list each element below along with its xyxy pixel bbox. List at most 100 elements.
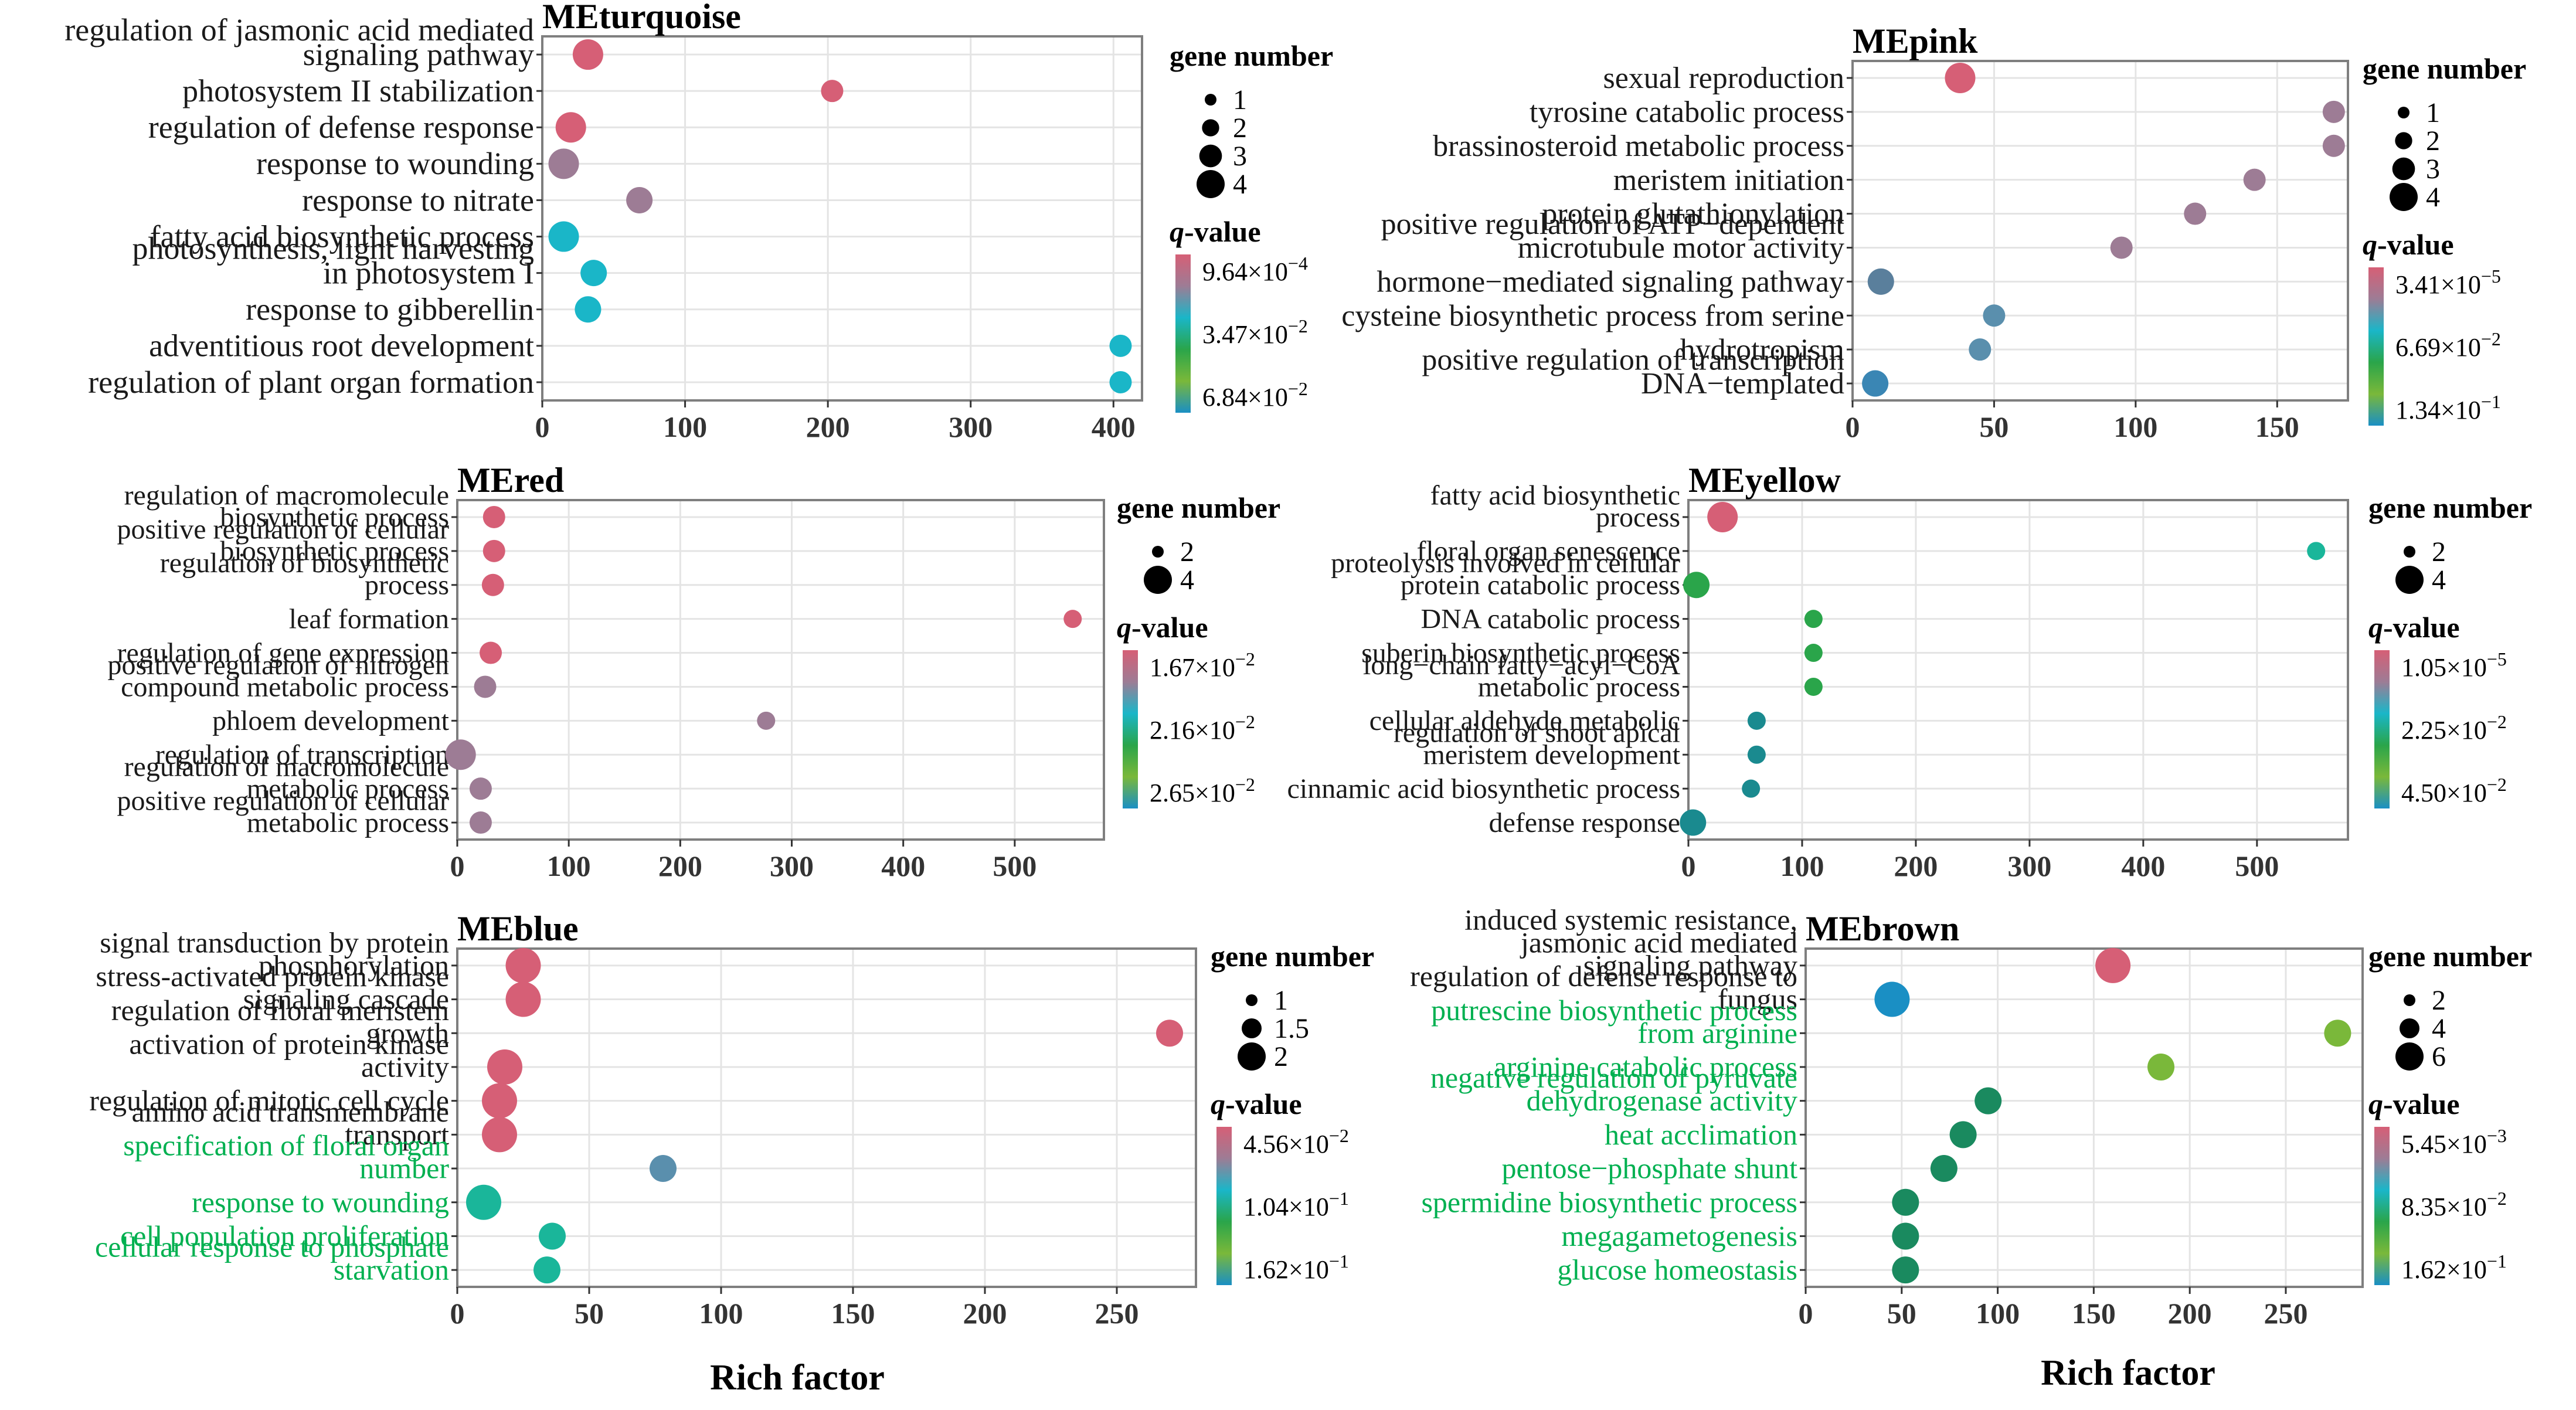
data-point	[1945, 62, 1976, 93]
x-tick-label: 500	[993, 850, 1036, 882]
data-point	[1874, 981, 1910, 1017]
category-label: metabolic process	[247, 807, 449, 838]
x-tick-label: 50	[1887, 1297, 1916, 1330]
category-label: metabolic process	[247, 773, 449, 804]
category-label: tyrosine catabolic process	[1530, 96, 1844, 129]
panel-title: MEblue	[457, 909, 579, 948]
x-tick-label: 200	[963, 1297, 1007, 1330]
data-point	[548, 148, 579, 179]
legend-q-label: 3.41×10−5	[2395, 266, 2501, 299]
legend-q-label: 1.62×10−1	[2401, 1251, 2507, 1284]
plot-frame	[1687, 499, 2349, 841]
x-tick-label: 0	[450, 1297, 465, 1330]
data-point	[555, 112, 586, 143]
plot-area	[1688, 500, 2348, 840]
x-tick-label: 0	[1846, 410, 1860, 443]
data-point	[2307, 542, 2326, 560]
category-label: protein catabolic process	[1401, 570, 1680, 601]
category-label: heat acclimation	[1605, 1118, 1797, 1151]
data-point	[580, 260, 607, 287]
legend-size-dot	[2398, 107, 2410, 118]
data-point	[505, 981, 541, 1017]
legend-q-label: 2.16×10−2	[1150, 711, 1255, 745]
category-label: regulation of jasmonic acid mediated	[64, 12, 534, 47]
legend-q-label: 2.25×10−2	[2401, 711, 2507, 745]
category-label: meristem initiation	[1613, 164, 1844, 197]
legend-q-label: 4.56×10−2	[1243, 1125, 1349, 1158]
data-point	[2243, 168, 2266, 191]
data-point	[2324, 1020, 2351, 1047]
x-tick-label: 250	[2264, 1297, 2307, 1330]
category-label: negative regulation of pyruvate	[1430, 1061, 1797, 1094]
legend-color-bar	[2374, 650, 2390, 808]
category-label: cinnamic acid biosynthetic process	[1287, 773, 1680, 804]
legend-q-label: 9.64×10−4	[1202, 253, 1308, 286]
legend-size-dot	[2390, 183, 2418, 211]
plot-area	[457, 500, 1104, 840]
category-label: cell population proliferation	[120, 1219, 449, 1252]
category-label: putrescine biosynthetic process	[1431, 994, 1797, 1027]
category-label: regulation of shoot apical	[1394, 718, 1680, 749]
data-point	[821, 80, 844, 103]
x-tick-label: 100	[1976, 1297, 2020, 1330]
legend-size-dot	[2395, 1042, 2424, 1071]
legend-q-label: 6.84×10−2	[1202, 378, 1308, 412]
data-point	[2322, 134, 2345, 157]
category-label: process	[365, 570, 449, 601]
legend-gene-number-title: gene number	[2368, 940, 2532, 973]
legend-size-label: 1	[1274, 985, 1288, 1016]
category-label: phosphorylation	[259, 949, 449, 981]
plot-frame	[456, 499, 1105, 841]
legend-size-label: 4	[2432, 1013, 2446, 1044]
panel-title: MEbrown	[1806, 909, 1959, 948]
data-point	[1747, 745, 1766, 764]
x-tick-label: 200	[2168, 1297, 2212, 1330]
category-label: dehydrogenase activity	[1527, 1084, 1797, 1117]
panel-title: MEpink	[1853, 22, 1978, 60]
legend-size-dot	[2400, 1018, 2419, 1038]
legend-gene-number-title: gene number	[2368, 491, 2532, 524]
panel-mebrown: MEbrown 0 50 100 150 200 250 induced systemic r…	[1410, 903, 2532, 1330]
x-tick-label: 100	[547, 850, 591, 882]
category-label: DNA−templated	[1641, 367, 1844, 400]
data-point	[469, 811, 492, 834]
category-label: signal transduction by protein	[100, 926, 449, 959]
category-label: fatty acid biosynthetic process	[150, 219, 534, 254]
x-tick-label: 300	[2007, 850, 2051, 882]
category-label: regulation of biosynthetic	[160, 548, 449, 579]
x-tick-label: 100	[1780, 850, 1824, 882]
data-point	[1680, 809, 1707, 836]
legend-color-bar	[1175, 254, 1191, 413]
category-label: positive regulation of transcription	[1422, 344, 1844, 377]
legend-gene-number-title: gene number	[1170, 39, 1333, 72]
x-tick-label: 250	[1095, 1297, 1139, 1330]
x-tick-label: 50	[575, 1297, 604, 1330]
data-point	[1109, 334, 1132, 357]
category-label: regulation of plant organ formation	[88, 365, 534, 400]
legend-size-dot	[1242, 1018, 1262, 1038]
category-label: biosynthetic process	[220, 536, 449, 567]
data-point	[1983, 304, 2006, 327]
x-tick-label: 300	[949, 410, 993, 443]
data-point	[1892, 1222, 1919, 1250]
panel-title: MEred	[457, 461, 564, 500]
x-tick-label: 400	[881, 850, 925, 882]
legend-size-dot	[1152, 546, 1164, 558]
data-point	[539, 1222, 566, 1250]
data-point	[533, 1256, 560, 1284]
data-point	[445, 739, 476, 770]
category-label: cellular aldehyde metabolic	[1369, 705, 1680, 736]
data-point	[1707, 501, 1738, 532]
data-point	[2110, 236, 2133, 259]
data-point	[1804, 644, 1823, 662]
legend-gene-number-title: gene number	[1211, 940, 1374, 973]
data-point	[466, 1184, 501, 1220]
category-label: DNA catabolic process	[1420, 603, 1680, 634]
data-point	[1862, 370, 1889, 397]
x-tick-label: 200	[806, 410, 850, 443]
panel-meturquoise: MEturquoise 0 100 200 300 400 regulation of ja…	[64, 0, 1333, 443]
category-label: megagametogenesis	[1561, 1219, 1797, 1252]
legend-q-value-title: q-value	[1170, 215, 1261, 248]
category-label: leaf formation	[289, 603, 449, 634]
